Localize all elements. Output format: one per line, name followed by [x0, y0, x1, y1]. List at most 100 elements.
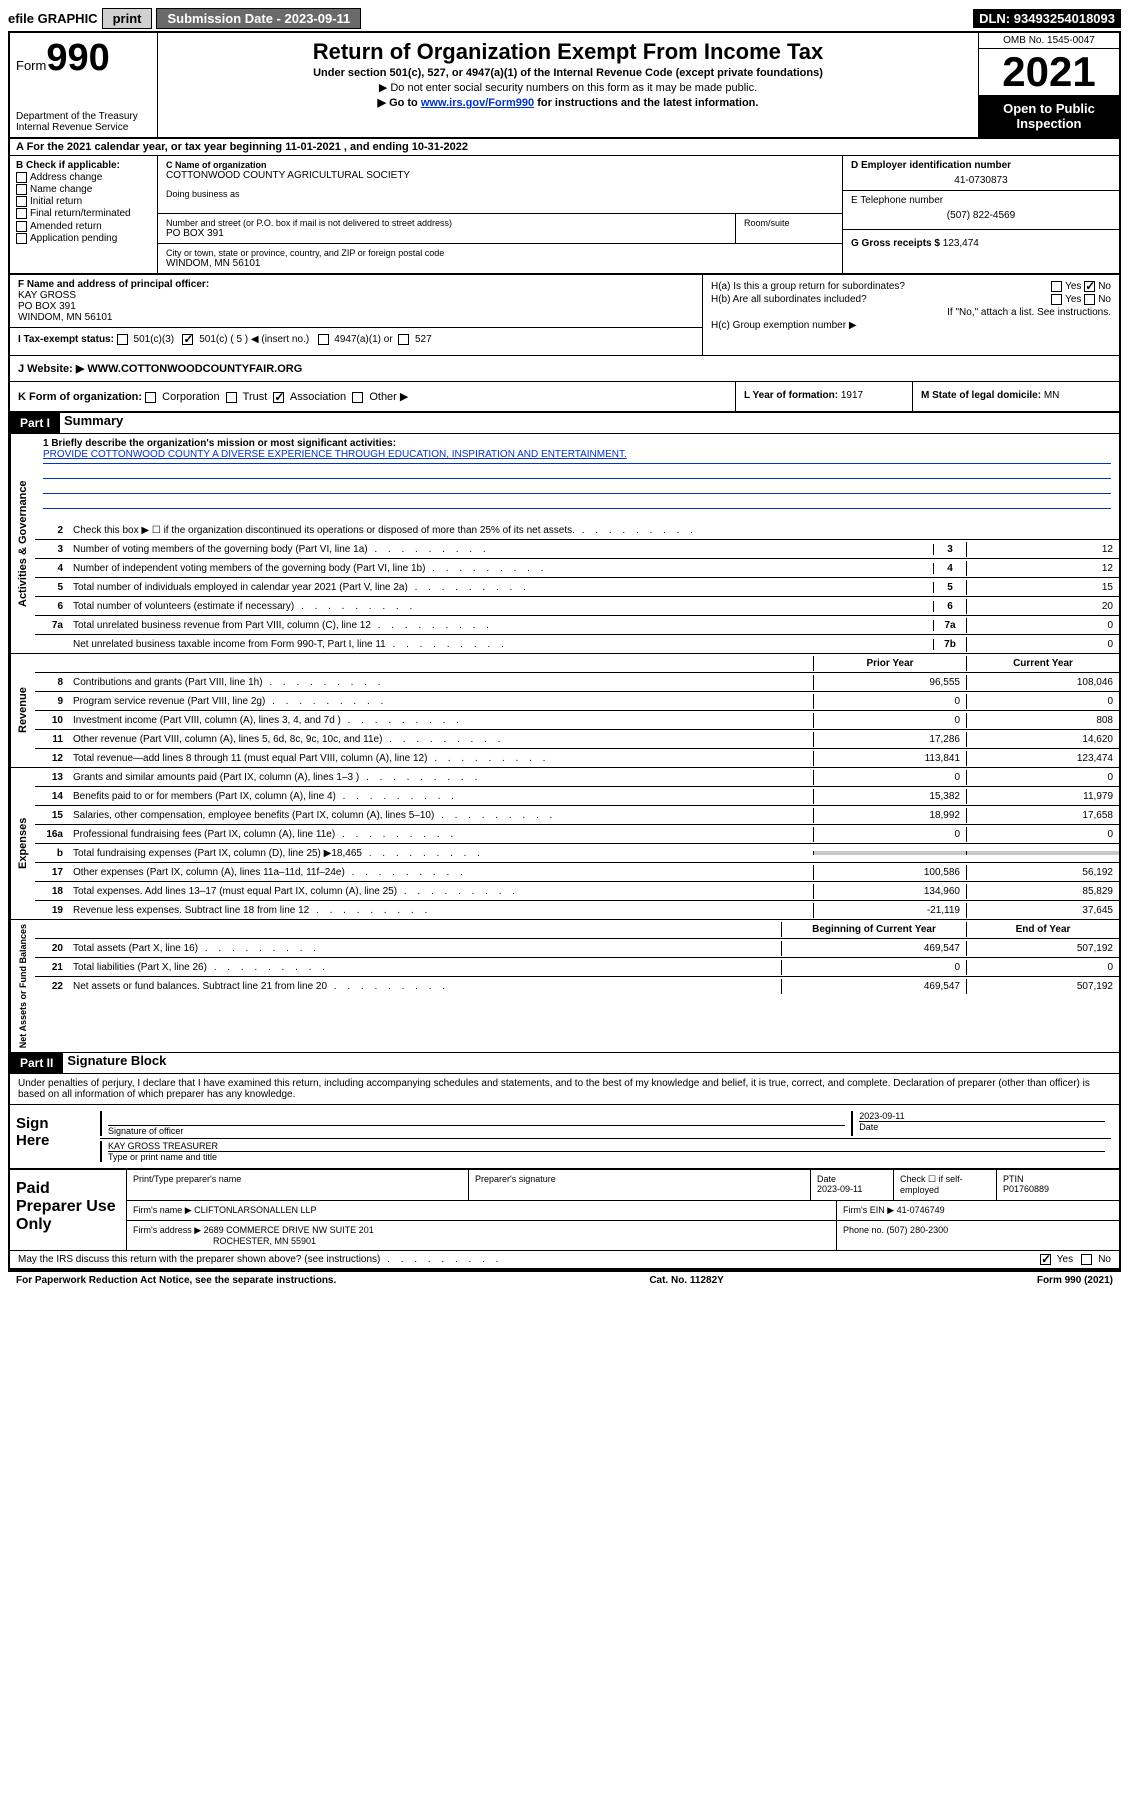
chk-name-change[interactable]: Name change [16, 184, 151, 195]
ha-yes[interactable] [1051, 281, 1062, 292]
data-line: 10Investment income (Part VIII, column (… [35, 711, 1119, 730]
part1-badge: Part I [10, 413, 60, 433]
gross-value: 123,474 [943, 238, 979, 249]
firm-name-cell: Firm's name ▶ CLIFTONLARSONALLEN LLP [127, 1201, 837, 1220]
firm-addr-cell: Firm's address ▶ 2689 COMMERCE DRIVE NW … [127, 1221, 837, 1250]
col-l-year: L Year of formation: 1917 [736, 382, 913, 411]
chk-501c3[interactable] [117, 334, 128, 345]
chk-501c[interactable] [182, 334, 193, 345]
chk-amended-return[interactable]: Amended return [16, 221, 151, 232]
vtab-net: Net Assets or Fund Balances [10, 920, 35, 1052]
mission-text: PROVIDE COTTONWOOD COUNTY A DIVERSE EXPE… [43, 449, 1111, 464]
phone-label: E Telephone number [851, 195, 1111, 206]
form-container: Form990 Department of the Treasury Inter… [8, 31, 1121, 1272]
chk-address-change[interactable]: Address change [16, 172, 151, 183]
ssn-warning: ▶ Do not enter social security numbers o… [164, 81, 972, 94]
address-cell: Number and street (or P.O. box if mail i… [158, 214, 736, 243]
paid-preparer-label: Paid Preparer Use Only [10, 1170, 127, 1250]
submission-date: Submission Date - 2023-09-11 [156, 8, 361, 29]
website-value: WWW.COTTONWOODCOUNTYFAIR.ORG [87, 363, 302, 375]
chk-527[interactable] [398, 334, 409, 345]
data-line: bTotal fundraising expenses (Part IX, co… [35, 844, 1119, 863]
print-button[interactable]: print [102, 8, 153, 29]
section-f-h: F Name and address of principal officer:… [10, 275, 1119, 356]
dept-treasury: Department of the Treasury Internal Reve… [16, 111, 138, 133]
hb-no[interactable] [1084, 294, 1095, 305]
ha-no[interactable] [1084, 281, 1095, 292]
header-right: OMB No. 1545-0047 2021 Open to Public In… [979, 33, 1119, 137]
irs-link[interactable]: www.irs.gov/Form990 [421, 97, 534, 109]
ha-question: H(a) Is this a group return for subordin… [711, 281, 1051, 292]
form-subtitle: Under section 501(c), 527, or 4947(a)(1)… [164, 67, 972, 79]
row-j-website: J Website: ▶ WWW.COTTONWOODCOUNTYFAIR.OR… [10, 356, 1119, 382]
chk-4947[interactable] [318, 334, 329, 345]
data-line: 19Revenue less expenses. Subtract line 1… [35, 901, 1119, 919]
part2-badge: Part II [10, 1053, 63, 1073]
hb-question: H(b) Are all subordinates included? [711, 294, 1051, 305]
sign-date-field: 2023-09-11 Date [851, 1111, 1111, 1136]
room-cell: Room/suite [736, 214, 842, 243]
chk-application-pending[interactable]: Application pending [16, 233, 151, 244]
gov-line: 3Number of voting members of the governi… [35, 540, 1119, 559]
data-line: 14Benefits paid to or for members (Part … [35, 787, 1119, 806]
firm-ein-cell: Firm's EIN ▶ 41-0746749 [837, 1201, 1119, 1220]
part2-title: Signature Block [63, 1053, 166, 1073]
top-toolbar: efile GRAPHIC print Submission Date - 20… [8, 8, 1121, 29]
ptin-cell: PTINP01760889 [997, 1170, 1119, 1200]
instructions-link-row: ▶ Go to www.irs.gov/Form990 for instruct… [164, 96, 972, 109]
preparer-name-cell: Print/Type preparer's name [127, 1170, 469, 1200]
chk-initial-return[interactable]: Initial return [16, 196, 151, 207]
chk-corp[interactable] [145, 392, 156, 403]
vtab-revenue: Revenue [10, 654, 35, 767]
hdr-current-year: Current Year [966, 656, 1119, 671]
data-line: 8Contributions and grants (Part VIII, li… [35, 673, 1119, 692]
form-title: Return of Organization Exempt From Incom… [164, 39, 972, 65]
governance-block: Activities & Governance 1 Briefly descri… [10, 434, 1119, 654]
data-line: 21Total liabilities (Part X, line 26)00 [35, 958, 1119, 977]
preparer-sig-cell: Preparer's signature [469, 1170, 811, 1200]
officer-signature-field[interactable]: Signature of officer [100, 1111, 851, 1136]
gov-line: 4Number of independent voting members of… [35, 559, 1119, 578]
tax-year: 2021 [979, 49, 1119, 95]
chk-final-return[interactable]: Final return/terminated [16, 208, 151, 219]
sign-here-row: Sign Here Signature of officer 2023-09-1… [10, 1105, 1119, 1170]
ein-value: 41-0730873 [851, 175, 1111, 186]
may-irs-yes[interactable] [1040, 1254, 1051, 1265]
chk-assoc[interactable] [273, 392, 284, 403]
gov-line: 5Total number of individuals employed in… [35, 578, 1119, 597]
may-irs-row: May the IRS discuss this return with the… [10, 1251, 1119, 1270]
data-line: 12Total revenue—add lines 8 through 11 (… [35, 749, 1119, 767]
data-line: 13Grants and similar amounts paid (Part … [35, 768, 1119, 787]
gross-label: G Gross receipts $ [851, 238, 943, 249]
may-irs-no[interactable] [1081, 1254, 1092, 1265]
paid-preparer-row: Paid Preparer Use Only Print/Type prepar… [10, 1170, 1119, 1251]
perjury-declaration: Under penalties of perjury, I declare th… [10, 1074, 1119, 1105]
form-header: Form990 Department of the Treasury Inter… [10, 33, 1119, 139]
hb-yes[interactable] [1051, 294, 1062, 305]
hb-note: If "No," attach a list. See instructions… [711, 307, 1111, 318]
hdr-prior-year: Prior Year [813, 656, 966, 671]
col-d-ein: D Employer identification number 41-0730… [842, 156, 1119, 273]
hc-question: H(c) Group exemption number ▶ [711, 320, 857, 331]
chk-other[interactable] [352, 392, 363, 403]
col-k-form-org: K Form of organization: Corporation Trus… [10, 382, 736, 411]
org-name-cell: C Name of organization COTTONWOOD COUNTY… [158, 156, 842, 214]
vtab-expenses: Expenses [10, 768, 35, 919]
dln: DLN: 93493254018093 [973, 9, 1121, 28]
footer-mid: Cat. No. 11282Y [649, 1275, 723, 1286]
vtab-governance: Activities & Governance [10, 434, 35, 653]
data-line: 11Other revenue (Part VIII, column (A), … [35, 730, 1119, 749]
header-title-block: Return of Organization Exempt From Incom… [158, 33, 979, 137]
footer-right: Form 990 (2021) [1037, 1275, 1113, 1286]
revenue-block: Revenue Prior Year Current Year 8Contrib… [10, 654, 1119, 768]
data-line: 18Total expenses. Add lines 13–17 (must … [35, 882, 1119, 901]
col-c-org-info: C Name of organization COTTONWOOD COUNTY… [158, 156, 842, 273]
part1-header-row: Part I Summary [10, 413, 1119, 434]
row-a-tax-year: A For the 2021 calendar year, or tax yea… [10, 139, 1119, 156]
hdr-beginning: Beginning of Current Year [781, 922, 966, 937]
data-line: 17Other expenses (Part IX, column (A), l… [35, 863, 1119, 882]
gov-line: 7aTotal unrelated business revenue from … [35, 616, 1119, 635]
data-line: 16aProfessional fundraising fees (Part I… [35, 825, 1119, 844]
section-b-to-g: B Check if applicable: Address change Na… [10, 156, 1119, 275]
chk-trust[interactable] [226, 392, 237, 403]
